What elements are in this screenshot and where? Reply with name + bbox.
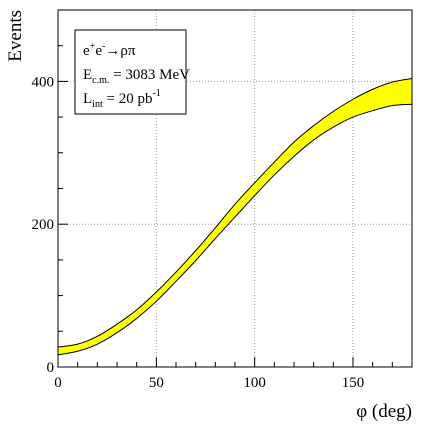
band-lower-line [57,103,413,356]
y-axis-title: Events [5,10,26,62]
x-tick-label: 50 [149,375,164,391]
grid [58,10,412,367]
tick-labels: 0 50 100 150 0 200 400 [32,74,365,391]
legend-luminosity: Lint = 20 pb-1 [83,88,161,110]
x-tick-label: 150 [342,375,365,391]
legend-reaction: e+e-→ρπ [83,41,136,59]
legend-energy: Ec.m. = 3083 MeV [83,67,190,86]
y-tick-label: 200 [32,217,55,233]
y-tick-label: 400 [32,74,55,90]
x-tick-label: 100 [243,375,266,391]
legend-box [74,29,187,115]
x-axis-title: φ (deg) [356,401,412,422]
legend: e+e-→ρπ Ec.m. = 3083 MeV Lint = 20 pb-1 [74,29,190,115]
y-tick-label: 0 [47,360,55,376]
band-upper-line [57,78,413,348]
x-tick-label: 0 [54,375,62,391]
ticks [57,9,413,368]
